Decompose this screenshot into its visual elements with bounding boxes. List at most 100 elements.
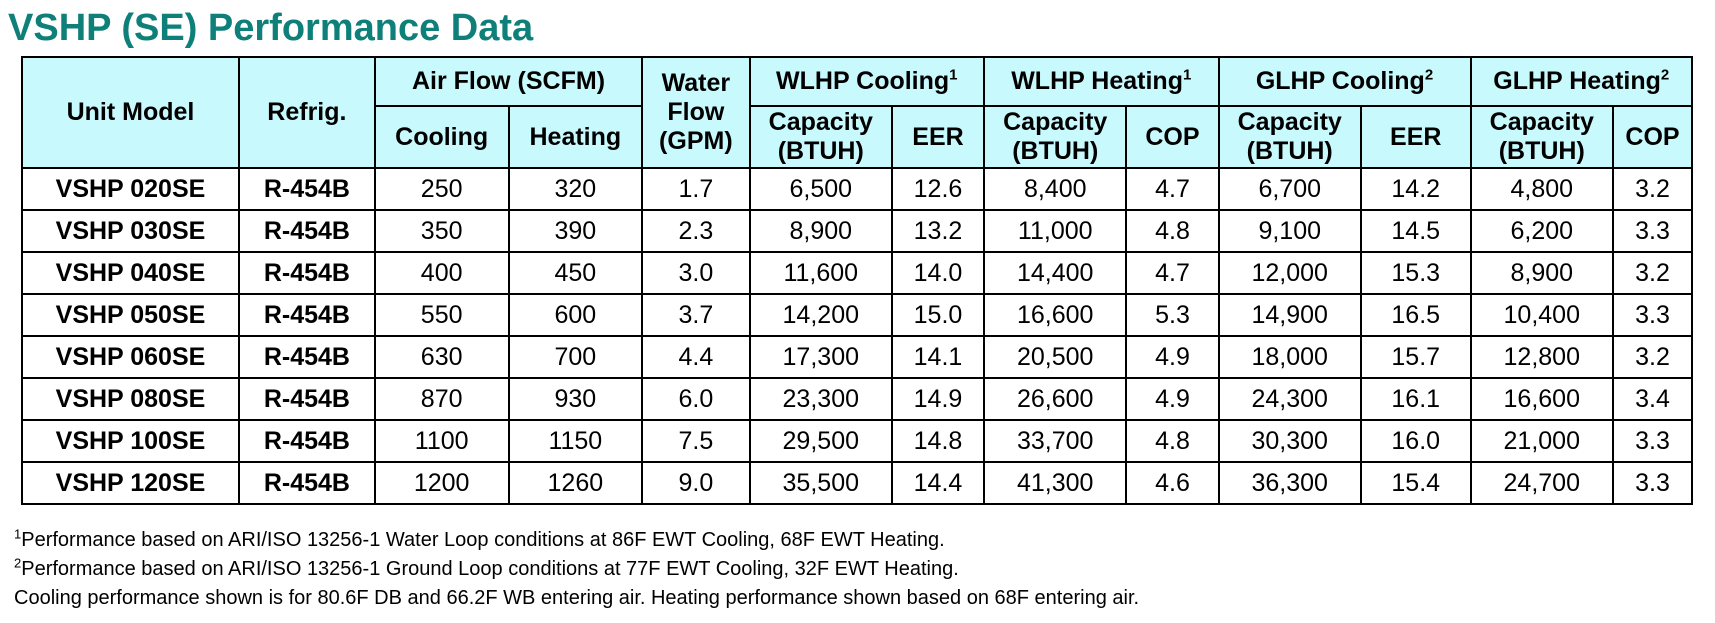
cell-air-heating: 320 — [507, 167, 644, 211]
cell-glhp-heating-cop: 3.2 — [1611, 251, 1694, 295]
header-wlhp-cooling: WLHP Cooling1 — [748, 56, 986, 107]
cell-wlhp-cooling-capacity: 11,600 — [748, 251, 893, 295]
header-wlhp-heating: WLHP Heating1 — [983, 56, 1220, 107]
cell-refrig: R-454B — [237, 209, 376, 253]
cell-wlhp-heating-capacity: 11,000 — [983, 209, 1128, 253]
cell-glhp-heating-cop: 3.3 — [1611, 419, 1694, 463]
cell-wlhp-cooling-capacity: 29,500 — [748, 419, 893, 463]
cell-glhp-cooling-capacity: 18,000 — [1217, 335, 1362, 379]
cell-air-cooling: 1200 — [373, 461, 510, 505]
cell-wlhp-cooling-eer: 14.1 — [890, 335, 986, 379]
cell-water-flow: 4.4 — [641, 335, 751, 379]
cell-glhp-heating-capacity: 24,700 — [1469, 461, 1614, 505]
header-air-cooling: Cooling — [373, 105, 510, 169]
performance-table: Unit Model Refrig. Air Flow (SCFM) Water… — [21, 56, 1694, 505]
cell-glhp-cooling-capacity: 36,300 — [1217, 461, 1362, 505]
cell-glhp-cooling-eer: 14.5 — [1359, 209, 1472, 253]
cell-wlhp-heating-capacity: 16,600 — [983, 293, 1128, 337]
btuh-label: (BTUH) — [1012, 137, 1099, 165]
cell-glhp-cooling-capacity: 6,700 — [1217, 167, 1362, 211]
cell-air-heating: 1150 — [507, 419, 644, 463]
cell-refrig: R-454B — [237, 377, 376, 421]
cell-air-cooling: 870 — [373, 377, 510, 421]
cell-wlhp-heating-capacity: 26,600 — [983, 377, 1128, 421]
cell-air-cooling: 400 — [373, 251, 510, 295]
btuh-label: (BTUH) — [1246, 137, 1333, 165]
cell-glhp-cooling-capacity: 12,000 — [1217, 251, 1362, 295]
header-glhp-heating-label: GLHP Heating — [1493, 67, 1661, 95]
cell-glhp-heating-cop: 3.3 — [1611, 293, 1694, 337]
cell-glhp-cooling-capacity: 30,300 — [1217, 419, 1362, 463]
header-water-flow-line2: Flow — [667, 98, 725, 126]
footnote-text: Performance based on ARI/ISO 13256-1 Gro… — [21, 558, 959, 580]
cell-unit-model: VSHP 060SE — [21, 335, 240, 379]
cell-glhp-cooling-capacity: 9,100 — [1217, 209, 1362, 253]
header-unit-model: Unit Model — [21, 56, 240, 169]
cell-glhp-heating-capacity: 4,800 — [1469, 167, 1614, 211]
table-row: VSHP 030SE R-454B 350 390 2.3 8,900 13.2 11,000… — [21, 209, 1694, 253]
table-row: VSHP 120SE R-454B 1200 1260 9.0 35,500 14.4 41,… — [21, 461, 1694, 505]
cell-wlhp-cooling-capacity: 23,300 — [748, 377, 893, 421]
cell-unit-model: VSHP 040SE — [21, 251, 240, 295]
cell-glhp-cooling-eer: 15.4 — [1359, 461, 1472, 505]
header-wlhp-heating-capacity: Capacity (BTUH) — [983, 105, 1128, 169]
capacity-label: Capacity — [1237, 108, 1342, 136]
header-wlhp-cooling-eer: EER — [890, 105, 986, 169]
capacity-label: Capacity — [1003, 108, 1108, 136]
cell-wlhp-heating-cop: 4.6 — [1125, 461, 1220, 505]
cell-wlhp-cooling-eer: 14.4 — [890, 461, 986, 505]
cell-wlhp-cooling-eer: 12.6 — [890, 167, 986, 211]
header-glhp-cooling-capacity: Capacity (BTUH) — [1217, 105, 1362, 169]
table-body: VSHP 020SE R-454B 250 320 1.7 6,500 12.6 8,400 4… — [21, 167, 1694, 505]
header-wlhp-heating-cop: COP — [1125, 105, 1220, 169]
header-wlhp-cooling-capacity: Capacity (BTUH) — [748, 105, 893, 169]
cell-wlhp-heating-cop: 4.7 — [1125, 251, 1220, 295]
footnote-ref: 2 — [1424, 66, 1434, 84]
cell-glhp-heating-capacity: 6,200 — [1469, 209, 1614, 253]
cell-unit-model: VSHP 120SE — [21, 461, 240, 505]
btuh-label: (BTUH) — [1498, 137, 1585, 165]
cell-wlhp-heating-cop: 4.8 — [1125, 209, 1220, 253]
page-title: VSHP (SE) Performance Data — [8, 7, 534, 49]
capacity-label: Capacity — [1489, 108, 1594, 136]
footnote-text: Cooling performance shown is for 80.6F D… — [14, 587, 1140, 609]
cell-glhp-cooling-eer: 15.3 — [1359, 251, 1472, 295]
cell-air-heating: 600 — [507, 293, 644, 337]
cell-refrig: R-454B — [237, 293, 376, 337]
cell-wlhp-heating-cop: 4.7 — [1125, 167, 1220, 211]
cell-wlhp-heating-capacity: 33,700 — [983, 419, 1128, 463]
cell-glhp-cooling-capacity: 24,300 — [1217, 377, 1362, 421]
cell-wlhp-cooling-capacity: 35,500 — [748, 461, 893, 505]
cell-glhp-heating-capacity: 12,800 — [1469, 335, 1614, 379]
cell-wlhp-cooling-capacity: 14,200 — [748, 293, 893, 337]
cell-glhp-cooling-eer: 16.5 — [1359, 293, 1472, 337]
header-wlhp-cooling-label: WLHP Cooling — [776, 67, 950, 95]
cell-refrig: R-454B — [237, 167, 376, 211]
cell-wlhp-heating-cop: 4.8 — [1125, 419, 1220, 463]
table-row: VSHP 080SE R-454B 870 930 6.0 23,300 14.9 26,60… — [21, 377, 1694, 421]
cell-wlhp-heating-cop: 5.3 — [1125, 293, 1220, 337]
footnotes: 1Performance based on ARI/ISO 13256-1 Wa… — [14, 526, 1139, 613]
header-water-flow-line1: Water — [661, 69, 731, 97]
cell-glhp-heating-capacity: 21,000 — [1469, 419, 1614, 463]
table-row: VSHP 040SE R-454B 400 450 3.0 11,600 14.0 14,40… — [21, 251, 1694, 295]
header-glhp-cooling-eer: EER — [1359, 105, 1472, 169]
footnote: 2Performance based on ARI/ISO 13256-1 Gr… — [14, 555, 1139, 584]
footnote-marker: 2 — [14, 555, 22, 571]
header-wlhp-heating-label: WLHP Heating — [1011, 67, 1183, 95]
cell-refrig: R-454B — [237, 335, 376, 379]
table-row: VSHP 050SE R-454B 550 600 3.7 14,200 15.0 16,60… — [21, 293, 1694, 337]
cell-glhp-heating-cop: 3.3 — [1611, 209, 1694, 253]
cell-water-flow: 2.3 — [641, 209, 751, 253]
cell-water-flow: 1.7 — [641, 167, 751, 211]
footnote: Cooling performance shown is for 80.6F D… — [14, 584, 1139, 613]
cell-air-heating: 450 — [507, 251, 644, 295]
cell-unit-model: VSHP 030SE — [21, 209, 240, 253]
capacity-label: Capacity — [768, 108, 873, 136]
cell-water-flow: 3.7 — [641, 293, 751, 337]
cell-wlhp-cooling-capacity: 8,900 — [748, 209, 893, 253]
cell-air-cooling: 550 — [373, 293, 510, 337]
cell-water-flow: 6.0 — [641, 377, 751, 421]
cell-wlhp-heating-capacity: 8,400 — [983, 167, 1128, 211]
cell-wlhp-heating-cop: 4.9 — [1125, 335, 1220, 379]
